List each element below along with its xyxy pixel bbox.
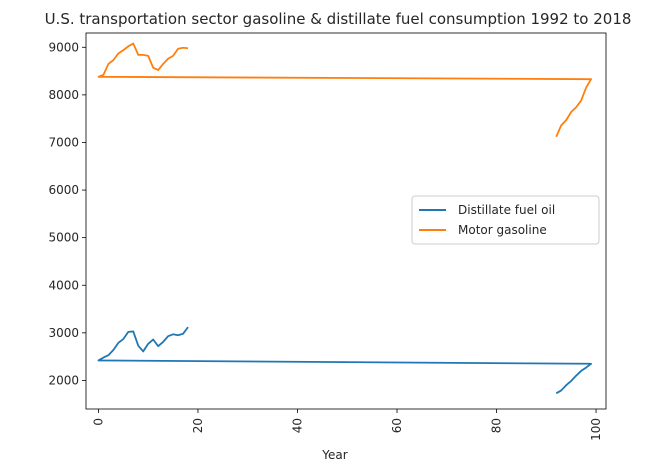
- y-tick-label: 4000: [48, 278, 79, 292]
- series-line-1: [97, 42, 592, 138]
- series-layer: [97, 42, 592, 395]
- x-tick-label: 80: [490, 418, 504, 433]
- y-tick-label: 6000: [48, 183, 79, 197]
- legend-label-1: Motor gasoline: [458, 223, 547, 237]
- x-tick-label: 60: [390, 418, 404, 433]
- series-line-0: [97, 326, 592, 395]
- x-tick-label: 40: [290, 418, 304, 433]
- x-tick-label: 0: [91, 418, 105, 426]
- y-tick-label: 2000: [48, 373, 79, 387]
- legend-label-0: Distillate fuel oil: [458, 203, 555, 217]
- legend-box: [411, 195, 600, 245]
- x-axis-label: Year: [321, 448, 347, 462]
- chart-title: U.S. transportation sector gasoline & di…: [45, 10, 632, 28]
- y-tick-label: 3000: [48, 326, 79, 340]
- legend: Distillate fuel oil Motor gasoline: [411, 195, 600, 245]
- y-tick-label: 8000: [48, 88, 79, 102]
- x-axis: 0 20 40 60 80 100: [91, 409, 603, 441]
- y-tick-label: 7000: [48, 135, 79, 149]
- plot-border: [85, 32, 607, 410]
- y-tick-label: 9000: [48, 40, 79, 54]
- x-tick-label: 100: [589, 418, 603, 441]
- y-tick-label: 5000: [48, 231, 79, 245]
- y-axis: 2000 3000 4000 5000 6000 7000 8000 9000: [48, 40, 86, 387]
- x-tick-label: 20: [191, 418, 205, 433]
